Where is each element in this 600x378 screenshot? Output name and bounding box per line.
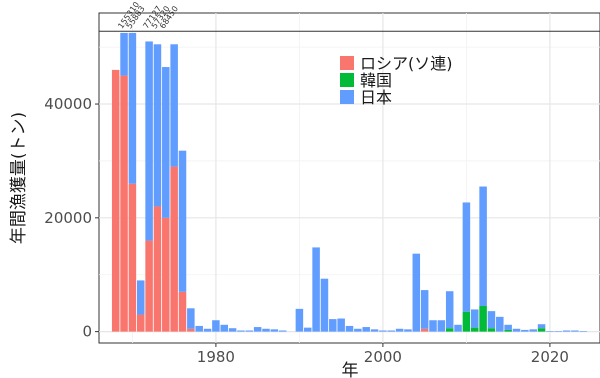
bar-1995-2 xyxy=(337,318,345,332)
bar-1976-0 xyxy=(178,291,187,332)
bar-1982-2 xyxy=(228,328,237,332)
bar-1968-0 xyxy=(111,69,120,332)
bar-1973-0 xyxy=(153,206,162,332)
bar-1970-2 xyxy=(128,32,137,184)
bar-1993-2 xyxy=(320,278,329,332)
bar-2011-1 xyxy=(470,327,479,332)
bar-1973-2 xyxy=(153,44,162,207)
bar-2019-1 xyxy=(537,328,546,332)
bar-2024-2 xyxy=(579,331,588,332)
bar-1974-0 xyxy=(162,217,170,332)
legend-label: ロシア(ソ連) xyxy=(360,54,453,73)
bar-2007-2 xyxy=(437,320,446,332)
bar-2005-2 xyxy=(420,290,429,329)
bar-1978-2 xyxy=(195,325,203,332)
bar-2018-2 xyxy=(529,329,537,332)
legend-label: 韓国 xyxy=(360,71,392,90)
bar-2008-1 xyxy=(445,328,454,332)
bar-2001-2 xyxy=(387,330,396,332)
legend-key xyxy=(340,73,354,87)
bar-2020-2 xyxy=(546,331,554,332)
bar-1971-0 xyxy=(136,314,145,332)
bar-2010-1 xyxy=(462,311,471,332)
bar-1972-2 xyxy=(145,41,153,241)
bar-1994-2 xyxy=(329,319,337,332)
bar-2000-2 xyxy=(379,330,387,332)
legend-key xyxy=(340,56,354,70)
bar-1977-0 xyxy=(187,328,195,332)
bar-2009-2 xyxy=(454,324,462,332)
bar-2013-2 xyxy=(487,311,496,329)
bar-1991-2 xyxy=(303,327,312,332)
bar-1969-2 xyxy=(120,32,128,76)
legend-label: 日本 xyxy=(360,88,392,107)
y-axis-title: 年間漁獲量(トン) xyxy=(9,112,29,244)
bar-1985-2 xyxy=(253,327,262,332)
bar-1987-2 xyxy=(270,329,279,332)
bar-1975-2 xyxy=(170,44,178,167)
x-axis-ticks: 1980 2000 2020 xyxy=(197,343,569,366)
bar-2015-2 xyxy=(504,324,512,330)
bar-1969-0 xyxy=(120,75,128,332)
bar-2013-1 xyxy=(487,328,496,332)
y-tick-label: 20000 xyxy=(44,209,92,227)
bar-1983-2 xyxy=(237,330,245,332)
bar-2003-2 xyxy=(404,329,412,332)
x-tick-label: 1980 xyxy=(197,348,235,366)
bar-1972-0 xyxy=(145,240,153,332)
x-tick-label: 2020 xyxy=(531,348,569,366)
bar-1970-0 xyxy=(128,183,137,332)
bar-2006-2 xyxy=(429,320,437,332)
bar-2023-2 xyxy=(571,330,579,332)
bar-2016-2 xyxy=(512,328,521,332)
bar-2011-2 xyxy=(470,309,479,328)
bar-1979-2 xyxy=(203,328,212,332)
bar-2014-2 xyxy=(496,316,504,332)
bar-1975-0 xyxy=(170,166,178,332)
bar-1981-2 xyxy=(220,324,229,332)
bar-2002-2 xyxy=(395,328,404,332)
bar-2010-2 xyxy=(462,202,471,312)
bar-1980-2 xyxy=(212,320,220,332)
bar-2021-2 xyxy=(554,331,563,332)
bar-1998-2 xyxy=(362,327,370,332)
bar-1999-2 xyxy=(370,329,379,332)
bar-2015-1 xyxy=(504,329,512,332)
bars xyxy=(111,32,588,332)
bar-2004-2 xyxy=(412,253,421,332)
bar-2022-2 xyxy=(562,330,571,332)
bar-1976-2 xyxy=(178,150,187,292)
bar-2005-0 xyxy=(420,328,429,332)
bar-1992-2 xyxy=(312,247,320,332)
bar-2012-1 xyxy=(479,306,487,332)
bar-1984-2 xyxy=(245,330,254,332)
x-axis-title: 年 xyxy=(342,361,359,378)
y-tick-label: 0 xyxy=(82,323,92,341)
bar-1990-2 xyxy=(295,308,304,332)
bar-1986-2 xyxy=(262,328,270,332)
bar-1971-2 xyxy=(136,280,145,315)
x-tick-label: 2000 xyxy=(364,348,402,366)
y-tick-label: 40000 xyxy=(44,95,92,113)
bar-1996-2 xyxy=(345,325,354,332)
bar-2012-2 xyxy=(479,186,487,307)
bar-1977-2 xyxy=(187,308,195,329)
legend-key xyxy=(340,90,354,104)
bar-1974-2 xyxy=(162,67,170,218)
y-axis-ticks: 0 20000 40000 xyxy=(44,95,99,341)
bar-1997-2 xyxy=(354,328,362,332)
bar-2017-2 xyxy=(521,329,529,332)
bar-1988-2 xyxy=(278,330,287,332)
bar-2019-2 xyxy=(537,324,546,329)
bar-2008-2 xyxy=(445,291,454,329)
